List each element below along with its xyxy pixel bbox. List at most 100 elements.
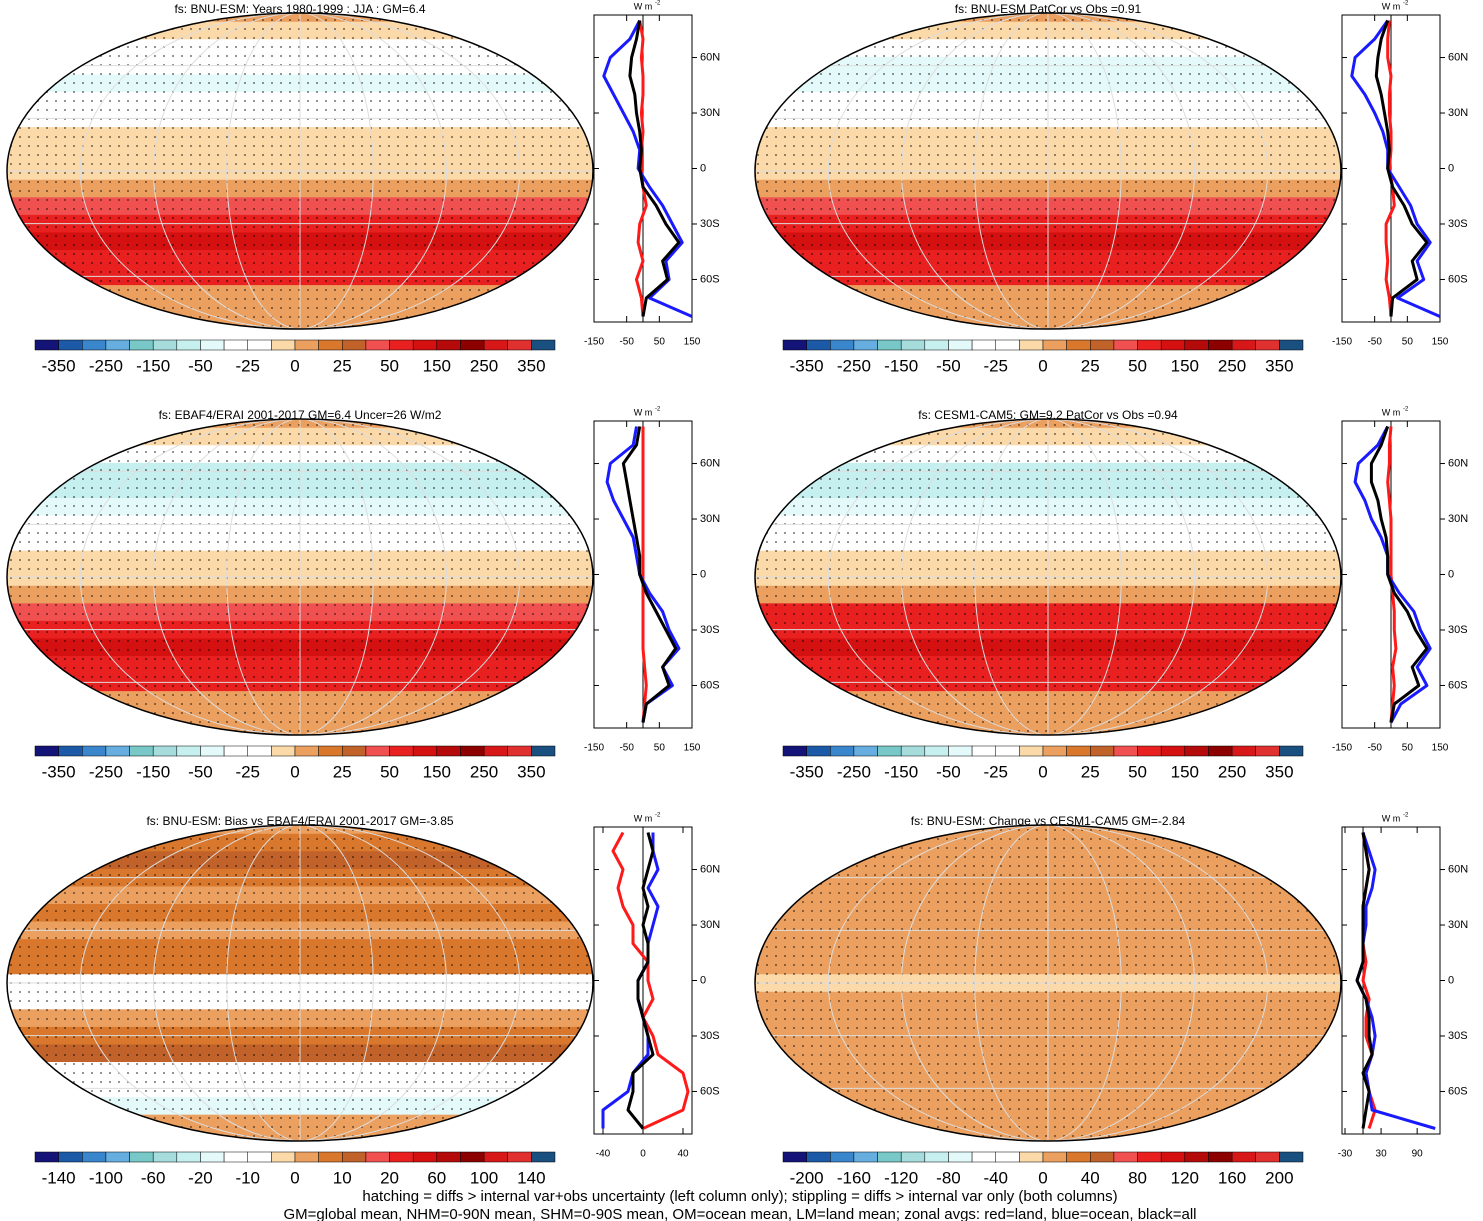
zonal-line <box>601 832 660 1129</box>
colorbar-label: 250 <box>1218 762 1246 781</box>
colorbar-box <box>1184 1151 1209 1163</box>
colorbar-box <box>1066 1151 1091 1163</box>
colorbar-box <box>129 1151 154 1163</box>
colorbar-box <box>1019 1151 1044 1163</box>
colorbar-label: 200 <box>1265 1168 1293 1187</box>
x-tick-label: -150 <box>1332 337 1352 348</box>
colorbar-box <box>271 339 296 351</box>
colorbar-box <box>971 745 996 757</box>
colorbar-box <box>900 339 926 351</box>
colorbar-box <box>483 339 508 351</box>
zonal-line <box>621 426 678 723</box>
y-tick-label: 60S <box>1448 273 1468 285</box>
meridian <box>79 419 521 735</box>
colorbar-box <box>105 1151 130 1163</box>
units-sup: -2 <box>655 1 661 7</box>
colorbar-box <box>1090 745 1115 757</box>
colorbar-box <box>176 339 201 351</box>
x-tick-label: 150 <box>1432 743 1449 754</box>
colorbar-box <box>342 339 367 351</box>
colorbar-box <box>34 339 59 351</box>
colorbar-box <box>1137 1151 1162 1163</box>
x-tick-label: 30 <box>1376 1149 1388 1160</box>
meridian <box>901 419 1195 735</box>
units: W m <box>1382 407 1401 417</box>
map <box>7 419 593 735</box>
colorbar-box <box>1066 745 1091 757</box>
colorbar-label: -140 <box>42 1168 76 1187</box>
colorbar-label: 0 <box>290 356 299 375</box>
colorbar-box <box>200 745 225 757</box>
colorbar-box <box>1113 339 1138 351</box>
zonal-line <box>611 831 690 1130</box>
y-tick-label: 0 <box>700 974 706 986</box>
colorbar-box <box>531 1151 556 1163</box>
colorbar-box <box>152 1151 178 1163</box>
colorbar-label: -150 <box>136 762 170 781</box>
y-tick-label: 60N <box>1448 457 1468 469</box>
colorbar-box <box>1160 745 1186 757</box>
y-tick-label: 60N <box>1448 863 1468 875</box>
colorbar-box <box>1090 339 1115 351</box>
colorbar-label: -250 <box>89 356 123 375</box>
x-tick-label: 40 <box>677 1149 689 1160</box>
colorbar-label: 80 <box>1128 1168 1147 1187</box>
x-tick-label: 90 <box>1412 1149 1424 1160</box>
y-tick-label: 60S <box>700 1085 720 1097</box>
y-tick-label: 30N <box>1448 107 1468 119</box>
colorbar-box <box>460 1151 485 1163</box>
colorbar-label: 50 <box>380 356 399 375</box>
colorbar-box <box>1042 745 1067 757</box>
colorbar-label: 0 <box>1038 356 1047 375</box>
x-tick-label: -150 <box>1332 743 1352 754</box>
y-tick-label: 0 <box>1448 568 1454 580</box>
colorbar-label: 20 <box>380 1168 399 1187</box>
colorbar-label: -25 <box>983 356 1008 375</box>
colorbar-box <box>223 339 248 351</box>
colorbar-box <box>1160 339 1186 351</box>
y-tick-label: 30S <box>700 624 720 636</box>
colorbar-label: -20 <box>188 1168 213 1187</box>
colorbar-box <box>1208 745 1233 757</box>
panel: fs: BNU-ESM PatCor vs Obs =0.91-350 -250-… <box>754 1 1468 375</box>
colorbar-label: 50 <box>380 762 399 781</box>
colorbar-box <box>436 339 461 351</box>
colorbar-label: 100 <box>470 1168 498 1187</box>
colorbar-label: 120 <box>1171 1168 1199 1187</box>
map-border <box>6 418 594 736</box>
colorbar-label: -25 <box>235 762 260 781</box>
colorbar-box <box>271 1151 296 1163</box>
units-sup: -2 <box>655 813 661 819</box>
colorbar-box <box>1184 745 1209 757</box>
panel: fs: BNU-ESM: Years 1980-1999 : JJA : GM=… <box>6 1 720 375</box>
colorbar-label: 10 <box>333 1168 352 1187</box>
colorbar-label: 250 <box>1218 356 1246 375</box>
colorbar-box <box>924 1151 949 1163</box>
y-tick-label: 60N <box>700 457 720 469</box>
colorbar-box <box>1019 745 1044 757</box>
zonal-line <box>1350 19 1440 318</box>
y-tick-label: 60N <box>700 863 720 875</box>
colorbar-box <box>971 339 996 351</box>
colorbar-box <box>436 745 461 757</box>
units: W m <box>1382 813 1401 823</box>
colorbar-label: 150 <box>1171 762 1199 781</box>
colorbar-box <box>877 339 902 351</box>
colorbar-box <box>294 1151 319 1163</box>
colorbar-box <box>900 1151 926 1163</box>
colorbar-label: -50 <box>188 356 213 375</box>
colorbar-box <box>806 1151 831 1163</box>
meridian <box>974 13 1122 329</box>
colorbar-box <box>82 1151 107 1163</box>
colorbar-box <box>782 745 807 757</box>
colorbar-box <box>531 339 556 351</box>
panel-title: fs: BNU-ESM: Change vs CESM1-CAM5 GM=-2.… <box>911 814 1186 828</box>
colorbar-box <box>34 1151 59 1163</box>
map <box>755 825 1341 1141</box>
colorbar-box <box>105 745 130 757</box>
colorbar-label: -150 <box>884 762 918 781</box>
panel: fs: BNU-ESM: Bias vs EBAF4/ERAI 2001-201… <box>6 813 720 1187</box>
colorbar-label: -150 <box>136 356 170 375</box>
y-tick-label: 60S <box>700 273 720 285</box>
